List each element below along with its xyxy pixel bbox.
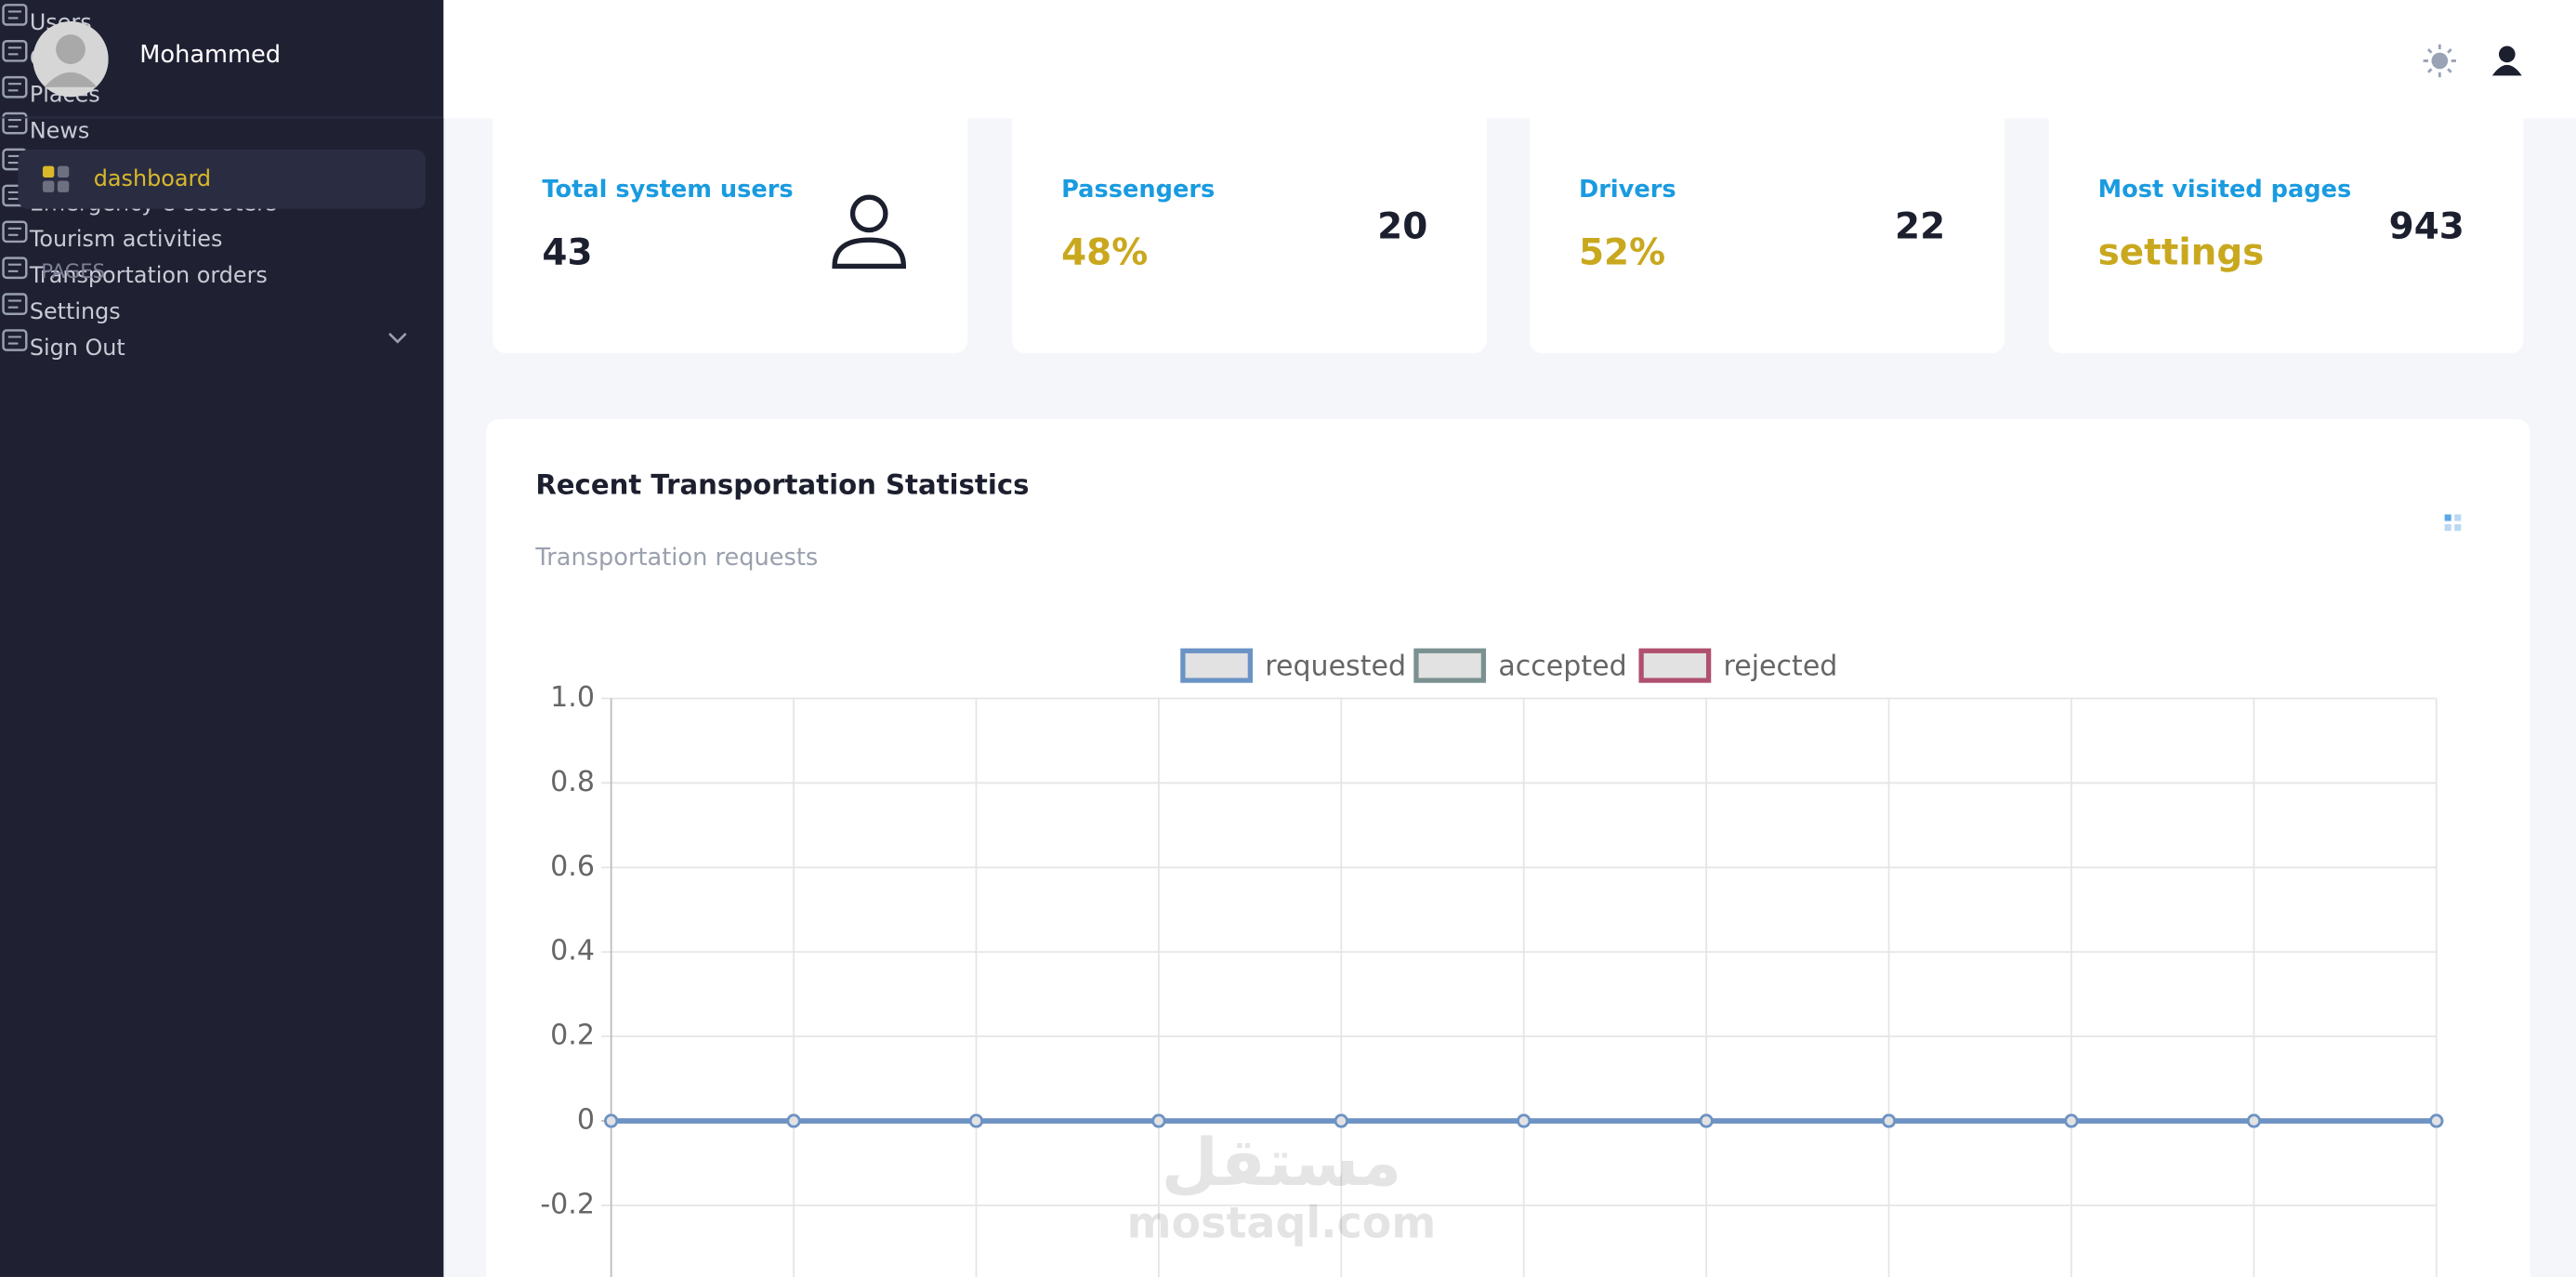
nav-label: Sign Out bbox=[29, 335, 125, 362]
nav-item[interactable]: Tourism activities bbox=[0, 217, 443, 253]
card-count: 20 bbox=[1377, 206, 1428, 249]
card-value: settings bbox=[2097, 233, 2265, 275]
card-value: 43 bbox=[542, 233, 593, 275]
legend-label: accepted bbox=[1498, 650, 1626, 682]
nav-label: News bbox=[29, 118, 90, 145]
chevron[interactable] bbox=[388, 330, 407, 347]
point bbox=[786, 1113, 801, 1128]
point bbox=[2246, 1113, 2261, 1128]
point bbox=[604, 1113, 619, 1128]
legend-label: requested bbox=[1265, 650, 1406, 682]
section-label: PAGES bbox=[41, 259, 106, 283]
y-tick-label: 0.8 bbox=[550, 766, 595, 798]
nav-dashboard[interactable]: dashboard bbox=[41, 163, 211, 195]
user-name: Mohammed bbox=[139, 42, 282, 70]
header bbox=[443, 0, 2576, 119]
stat-card: Passengers 48% 20 bbox=[1012, 99, 1487, 354]
user-icon bbox=[830, 191, 909, 276]
avatar bbox=[33, 20, 109, 98]
card-title: Drivers bbox=[1578, 177, 1676, 204]
point bbox=[1151, 1113, 1166, 1128]
watermark-arabic: مستقل bbox=[1162, 1124, 1402, 1201]
point bbox=[2064, 1113, 2079, 1128]
point bbox=[1334, 1113, 1348, 1128]
card-title: Most visited pages bbox=[2097, 177, 2352, 204]
y-tick-label: 0.2 bbox=[550, 1020, 595, 1052]
divider bbox=[0, 116, 444, 119]
y-tick-label: -0.2 bbox=[540, 1188, 595, 1220]
sidebar: Mohammed dashboard PAGES UsersCarsPlaces… bbox=[0, 0, 444, 1277]
point bbox=[2429, 1113, 2444, 1128]
nav-label: dashboard bbox=[93, 165, 212, 192]
y-tick-label: 0 bbox=[577, 1104, 595, 1137]
menu-icon[interactable] bbox=[2444, 514, 2462, 532]
y-tick-label: 0.6 bbox=[550, 850, 595, 883]
chart-subtitle: Transportation requests bbox=[534, 544, 818, 572]
card-count: 22 bbox=[1895, 206, 1946, 249]
legend-swatch bbox=[1180, 648, 1254, 683]
profile-icon[interactable] bbox=[2491, 45, 2523, 77]
nav-label: Transportation orders bbox=[29, 262, 268, 290]
chart-title: Recent Transportation Statistics bbox=[535, 468, 1029, 500]
point bbox=[968, 1113, 983, 1128]
theme-toggle[interactable] bbox=[2422, 43, 2458, 79]
nav-label: Tourism activities bbox=[29, 227, 223, 254]
chart: Recent Transportation Statistics Transpo… bbox=[534, 468, 2462, 1277]
nav-item[interactable]: Sign Out bbox=[0, 325, 443, 362]
nav-item[interactable]: Settings bbox=[0, 289, 443, 325]
chart-card bbox=[486, 418, 2530, 1277]
stat-card: Drivers 52% 22 bbox=[1529, 99, 2004, 354]
card-title: Total system users bbox=[542, 177, 794, 204]
active-item[interactable] bbox=[18, 149, 426, 209]
nav-item[interactable]: News bbox=[0, 109, 443, 145]
watermark-latin: mostaql.com bbox=[1127, 1198, 1437, 1248]
y-tick-label: 1.0 bbox=[550, 681, 595, 714]
card-title: Passengers bbox=[1061, 177, 1216, 204]
point bbox=[1699, 1113, 1714, 1128]
point bbox=[1517, 1113, 1531, 1128]
watermark: مستقل mostaql.com bbox=[1127, 1124, 1437, 1248]
stat-card: Most visited pages settings 943 bbox=[2048, 99, 2524, 354]
card-count: 943 bbox=[2388, 206, 2464, 249]
nav-label: Settings bbox=[29, 298, 121, 326]
legend-swatch bbox=[1638, 648, 1712, 683]
y-tick-label: 0.4 bbox=[550, 935, 595, 968]
card-value: 52% bbox=[1578, 233, 1666, 275]
stat-card: Total system users 43 bbox=[493, 99, 968, 354]
legend-label: rejected bbox=[1724, 650, 1838, 682]
nav-item[interactable]: Transportation orders bbox=[0, 253, 443, 289]
card-value: 48% bbox=[1061, 233, 1149, 275]
point bbox=[1882, 1113, 1897, 1128]
legend-swatch bbox=[1413, 648, 1487, 683]
